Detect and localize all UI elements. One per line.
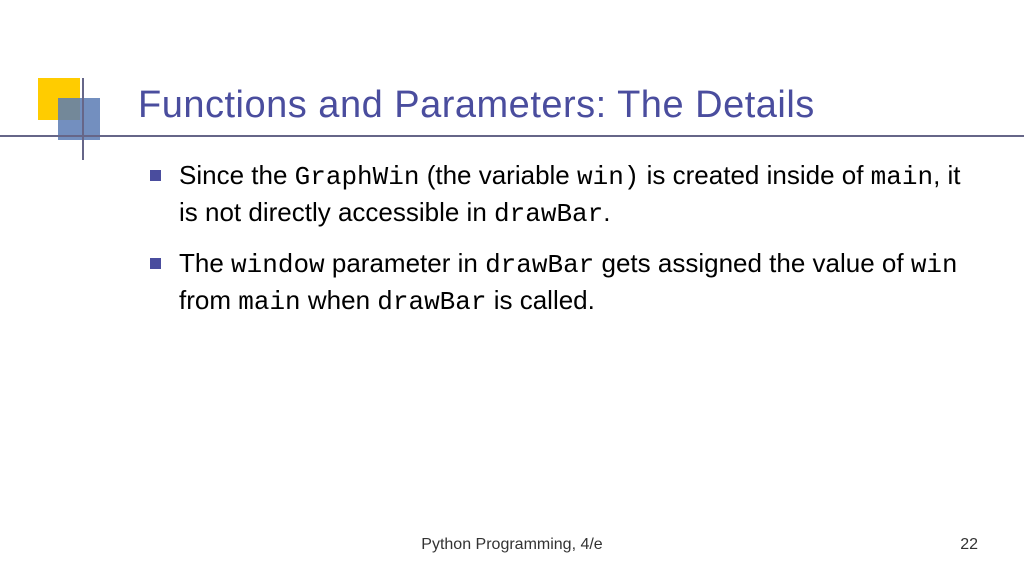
- bullet-square-icon: [150, 258, 161, 269]
- body-text: is created inside of: [639, 160, 870, 190]
- code-text: win: [911, 250, 958, 280]
- code-text: window: [231, 250, 325, 280]
- bullet-square-icon: [150, 170, 161, 181]
- footer-page-number: 22: [960, 536, 978, 554]
- body-text: gets assigned the value of: [594, 248, 911, 278]
- bullet-text: The window parameter in drawBar gets ass…: [179, 246, 974, 320]
- body-text: Since the: [179, 160, 295, 190]
- code-text: main: [871, 162, 933, 192]
- slide-title: Functions and Parameters: The Details: [138, 84, 994, 127]
- body-text: when: [301, 285, 378, 315]
- body-text: .: [603, 197, 610, 227]
- slide-title-wrap: Functions and Parameters: The Details: [138, 84, 994, 127]
- bullet-item: Since the GraphWin (the variable win) is…: [150, 158, 974, 232]
- slide-content: Since the GraphWin (the variable win) is…: [150, 158, 974, 334]
- body-text: parameter in: [325, 248, 485, 278]
- code-text: drawBar: [485, 250, 594, 280]
- body-text: from: [179, 285, 238, 315]
- body-text: is called.: [486, 285, 594, 315]
- bullet-item: The window parameter in drawBar gets ass…: [150, 246, 974, 320]
- corner-decoration: [38, 78, 98, 138]
- body-text: (the variable: [419, 160, 577, 190]
- bullet-text: Since the GraphWin (the variable win) is…: [179, 158, 974, 232]
- decoration-vertical-line: [82, 78, 84, 160]
- deco-blue-square: [58, 98, 100, 140]
- code-text: drawBar: [377, 287, 486, 317]
- title-underline: [0, 135, 1024, 137]
- code-text: win): [577, 162, 639, 192]
- code-text: drawBar: [494, 199, 603, 229]
- code-text: main: [238, 287, 300, 317]
- code-text: GraphWin: [295, 162, 420, 192]
- footer-book-title: Python Programming, 4/e: [0, 536, 1024, 554]
- body-text: The: [179, 248, 231, 278]
